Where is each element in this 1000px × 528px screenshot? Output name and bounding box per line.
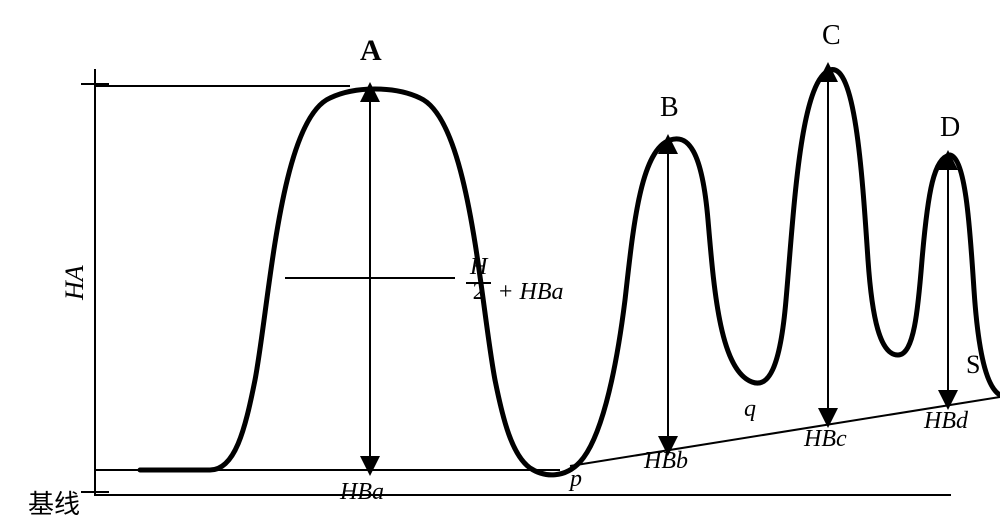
curve-end-S: S	[966, 350, 980, 380]
label-HBb: HBb	[644, 448, 688, 475]
point-p: p	[570, 466, 582, 493]
diagram-root: 基线 HA A B C D S p q HBa HBb HBc HBd H2 +…	[0, 0, 1000, 528]
peak-label-B: B	[660, 92, 679, 124]
label-HBa: HBa	[340, 479, 384, 506]
peak-label-C: C	[822, 20, 841, 52]
label-HBd: HBd	[924, 408, 968, 435]
label-HBc: HBc	[804, 426, 847, 453]
peak-label-D: D	[940, 112, 960, 144]
point-q: q	[744, 396, 756, 423]
label-halfwidth: H2 + HBa	[466, 256, 564, 306]
baseline-label: 基线	[28, 484, 80, 521]
HA-label: HA	[60, 265, 90, 300]
peak-label-A: A	[360, 34, 382, 68]
